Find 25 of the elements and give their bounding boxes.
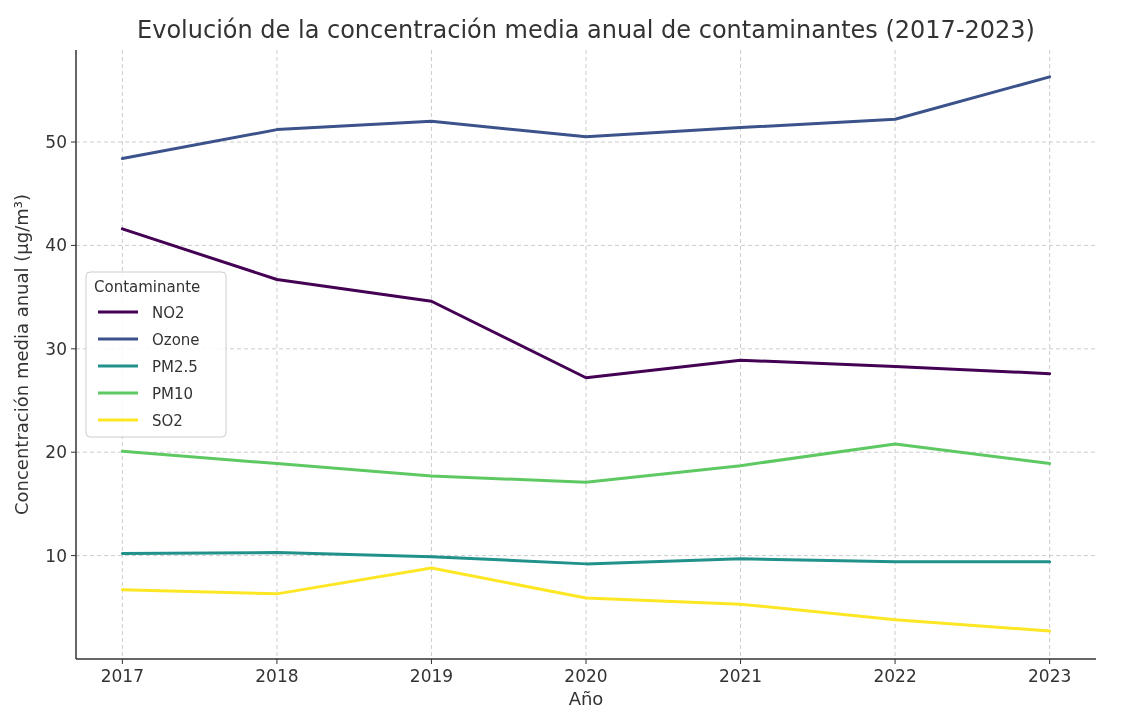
line-series — [120, 442, 1052, 484]
x-tick-label: 2019 — [409, 666, 454, 686]
y-tick-label: 30 — [45, 338, 67, 359]
x-tick-label: 2022 — [873, 666, 917, 686]
legend-label: Ozone — [152, 331, 200, 349]
line-series — [120, 75, 1052, 161]
y-tick-label: 40 — [45, 235, 67, 256]
x-tick-label: 2021 — [718, 666, 763, 686]
line-series — [120, 566, 1052, 633]
line-series — [120, 551, 1052, 566]
legend-label: SO2 — [152, 412, 183, 430]
x-axis-title: Año — [568, 688, 604, 709]
y-axis-title: Concentración media anual (µg/m³) — [11, 193, 32, 516]
legend-label: NO2 — [152, 304, 185, 322]
y-tick-label: 10 — [45, 545, 67, 566]
y-tick-label: 50 — [45, 132, 67, 153]
legend-label: PM10 — [152, 385, 194, 403]
y-tick-label: 20 — [45, 442, 67, 463]
chart-title: Evolución de la concentración media anual de contaminantes (2017-2023) — [137, 16, 1035, 44]
x-tick-label: 2023 — [1028, 666, 1072, 686]
x-tick-label: 2020 — [564, 666, 608, 686]
legend-title: Contaminante — [94, 278, 201, 296]
legend-label: PM2.5 — [152, 358, 198, 376]
x-tick-label: 2017 — [100, 666, 144, 686]
x-tick-label: 2018 — [255, 666, 299, 686]
